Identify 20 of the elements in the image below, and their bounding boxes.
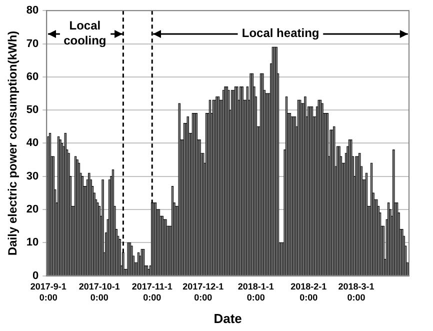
y-tick-label: 0: [32, 270, 39, 282]
x-tick-label: 2018-3-1 0:00: [338, 282, 374, 302]
y-tick-label: 50: [26, 104, 39, 116]
y-axis-title: Daily electric power consumption(kWh): [6, 30, 20, 256]
y-tick-label: 80: [26, 4, 39, 17]
annotation: Local cooling: [64, 18, 106, 48]
x-tick-label: 2017-12-1 0:00: [182, 282, 224, 302]
y-tick-label: 30: [26, 170, 39, 182]
x-tick-label: 2018-1-1 0:00: [238, 282, 274, 302]
y-tick-label: 70: [26, 38, 39, 50]
y-tick-label: 40: [26, 137, 39, 150]
x-tick-label: 2017-11-1 0:00: [132, 282, 172, 302]
x-tick-label: 2017-10-1 0:00: [78, 282, 120, 302]
x-axis-title: Date: [214, 310, 242, 326]
x-tick-label: 2017-9-1 0:00: [30, 282, 66, 302]
y-tick-label: 20: [26, 204, 39, 216]
y-tick-label: 10: [26, 236, 39, 249]
y-tick-label: 60: [26, 70, 39, 83]
x-tick-label: 2018-2-1 0:00: [290, 282, 327, 302]
annotation: Local heating: [242, 26, 320, 40]
